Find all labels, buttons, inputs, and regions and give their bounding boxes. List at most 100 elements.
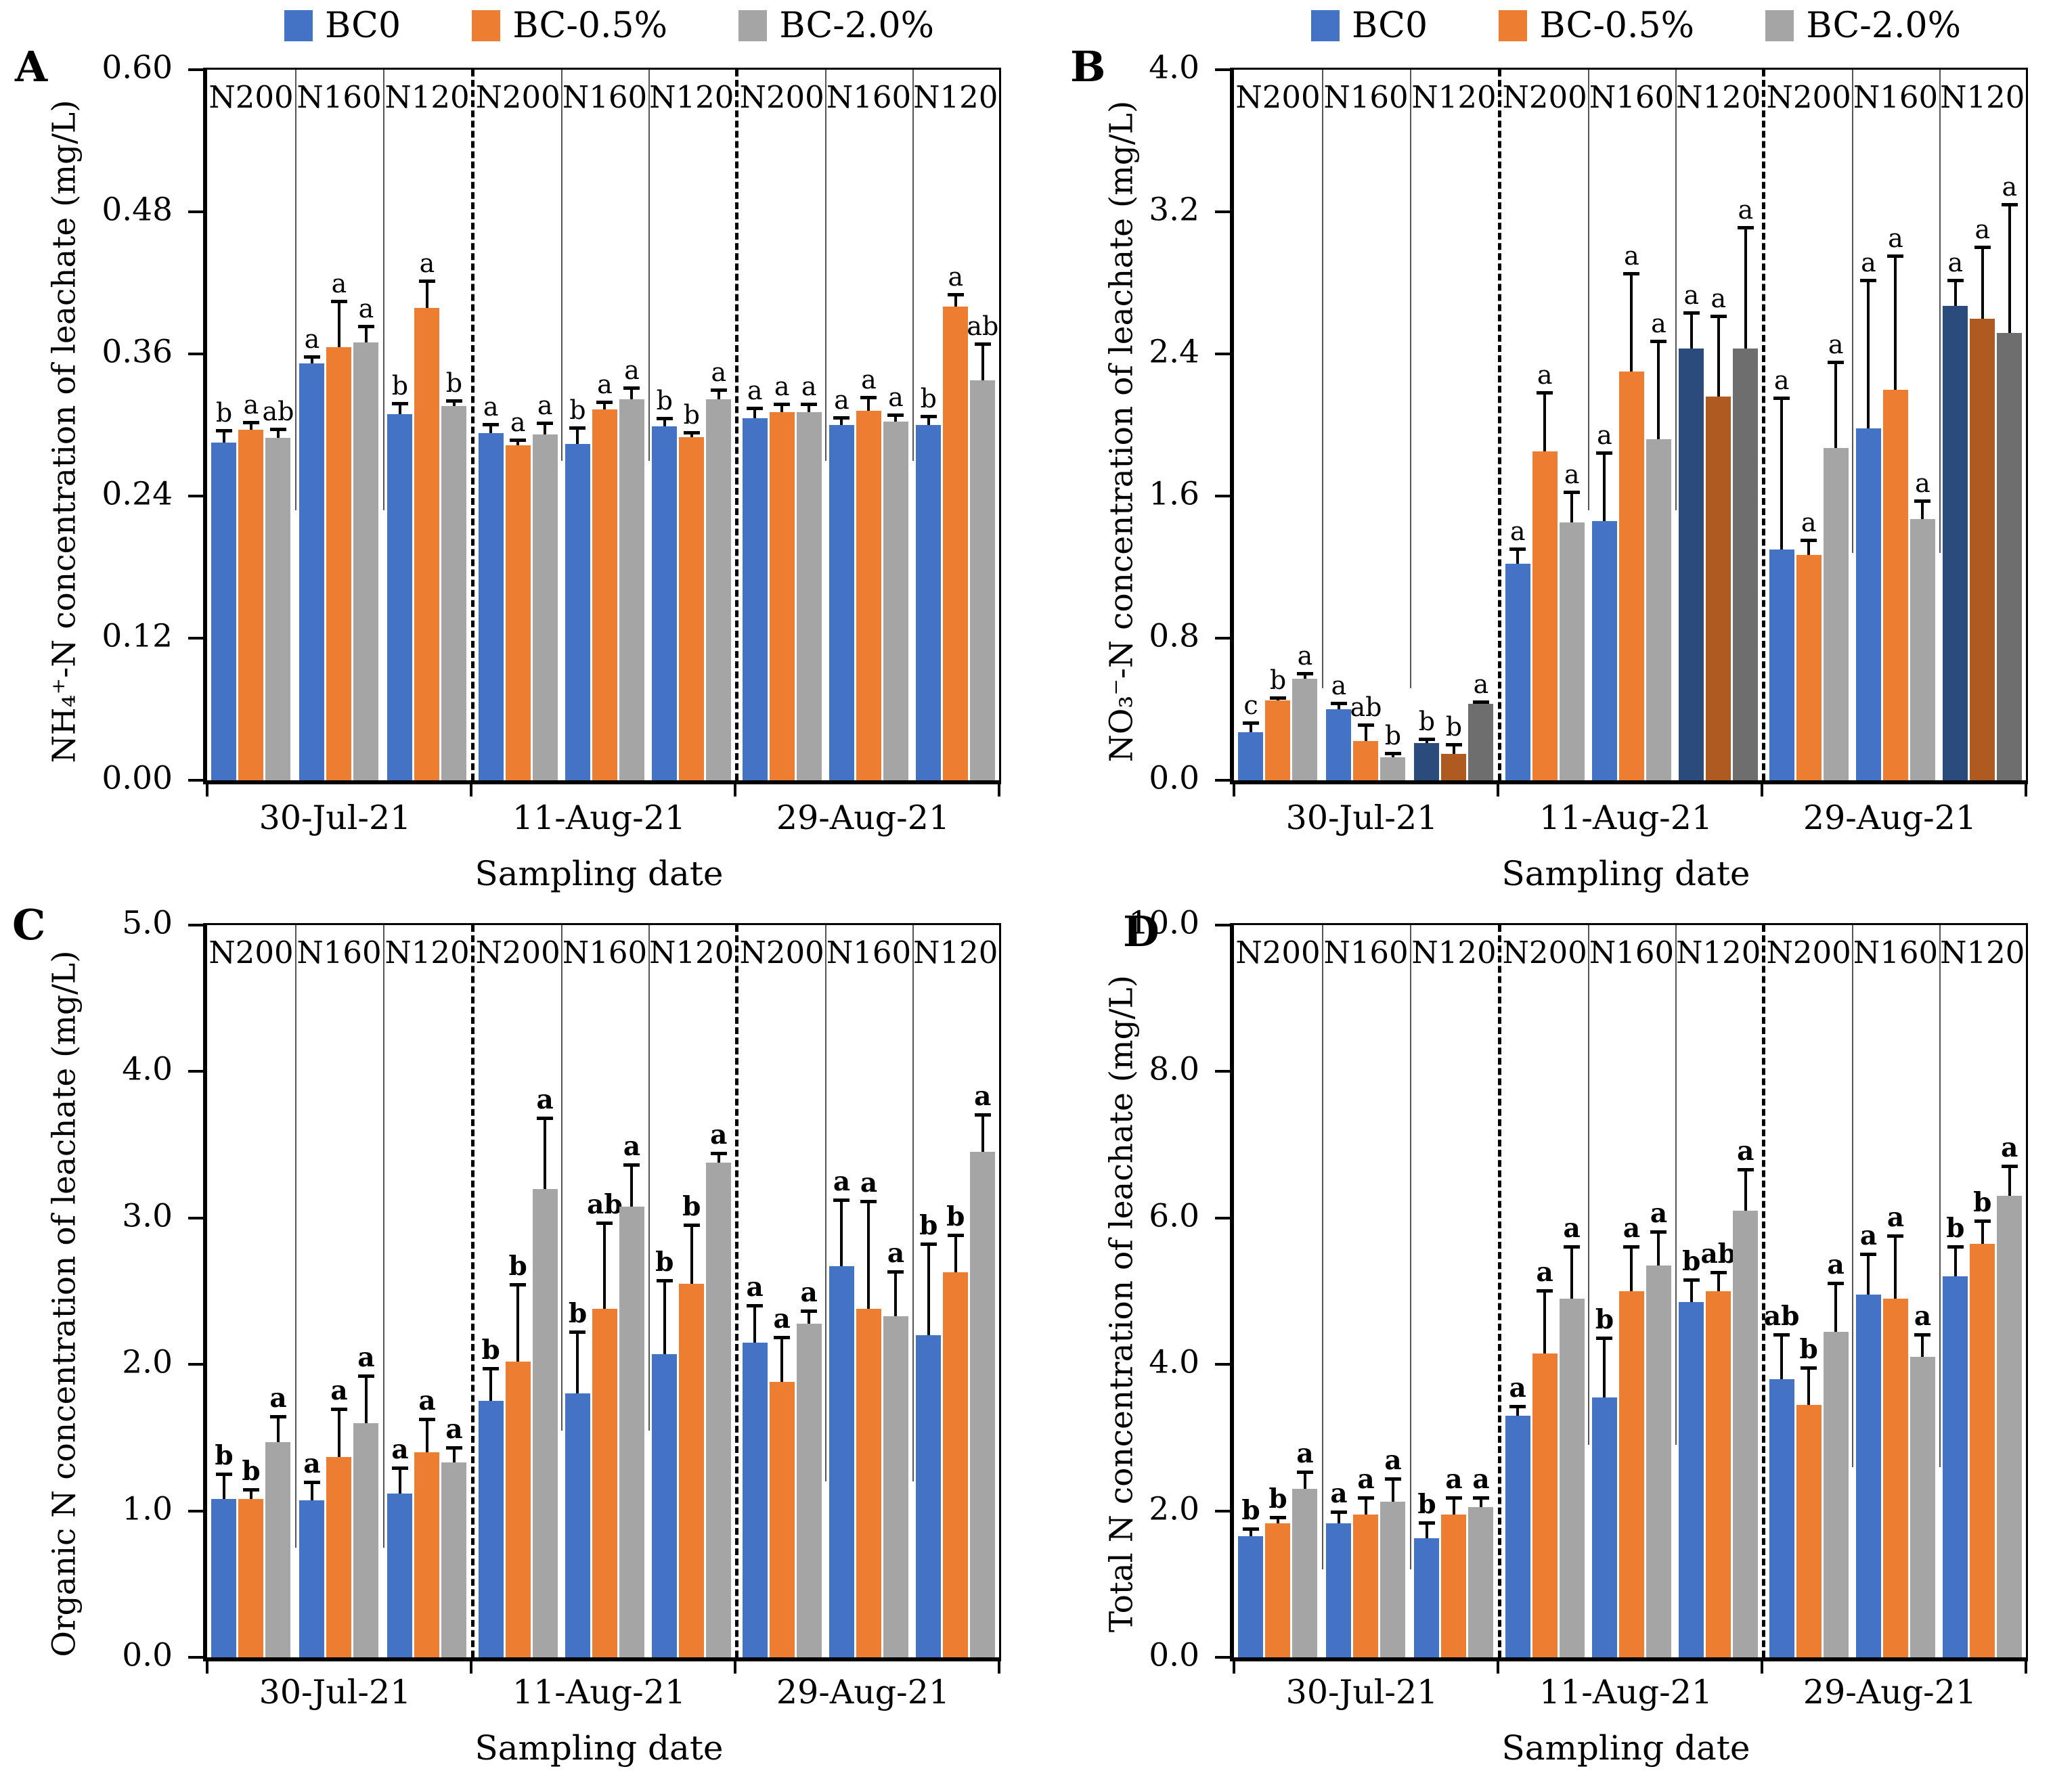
bar-group-BC-0.5%: ab bbox=[1350, 70, 1382, 780]
bar-group-BC0: a bbox=[1679, 70, 1704, 780]
bar-group-BC-0.5%: a bbox=[1882, 70, 1908, 780]
bar-group-BC0: b bbox=[1414, 70, 1440, 780]
error-bar-cap bbox=[1623, 271, 1640, 275]
sig-letter: b bbox=[1973, 1187, 1992, 1219]
bc0-swatch-icon bbox=[284, 10, 313, 41]
treatment-label: N200 bbox=[1235, 935, 1321, 970]
error-bar bbox=[1717, 316, 1720, 397]
sig-letter: a bbox=[357, 1341, 375, 1373]
bar-group-BC-2.0%: a bbox=[1909, 925, 1935, 1657]
treatment-cell: N160 b ab a bbox=[561, 925, 648, 1657]
error-bar-cap bbox=[1623, 1245, 1640, 1249]
sig-letter: b bbox=[568, 1297, 588, 1329]
sig-letter: a bbox=[2002, 171, 2018, 202]
bar-group-BC-0.5%: b bbox=[1265, 925, 1291, 1657]
sig-letter: a bbox=[1624, 240, 1639, 271]
bar-group-BC-2.0%: a bbox=[1646, 925, 1671, 1657]
error-bar-cap bbox=[2001, 202, 2018, 206]
y-tick-label: 0.24 bbox=[102, 475, 173, 513]
legend-item-bc0: BC0 bbox=[284, 5, 401, 46]
bar bbox=[1909, 1357, 1935, 1657]
legend-label: BC0 bbox=[325, 5, 401, 46]
treatment-separator bbox=[294, 925, 296, 1548]
x-tick-mark bbox=[733, 1661, 736, 1674]
sig-letter: a bbox=[391, 1433, 409, 1465]
bar-group-BC-2.0%: a bbox=[1823, 925, 1849, 1657]
treatment-cell: N160 a a a bbox=[825, 70, 912, 780]
y-axis: 0.60 0.48 0.36 0.24 0.12 0.00 bbox=[3, 49, 193, 797]
bar bbox=[619, 1206, 644, 1657]
sig-letter: b bbox=[1268, 1483, 1287, 1515]
treatment-separator bbox=[1409, 70, 1411, 688]
error-bar-cap bbox=[445, 1446, 462, 1450]
error-bar bbox=[1570, 1247, 1574, 1299]
bar bbox=[326, 1456, 352, 1657]
sig-letter: a bbox=[801, 372, 817, 402]
x-axis-labels: 30-Jul-21 11-Aug-21 29-Aug-21 bbox=[203, 1673, 995, 1720]
y-tick-mark bbox=[188, 353, 203, 355]
bar-group-BC-0.5%: b bbox=[1441, 70, 1467, 780]
bar bbox=[1882, 1298, 1908, 1657]
treatment-label: N120 bbox=[649, 79, 734, 115]
treatment-cell: N200 a a a bbox=[1501, 70, 1588, 780]
bar bbox=[856, 1308, 881, 1657]
error-bar-cap bbox=[330, 300, 347, 303]
bar-group-BC0: b bbox=[478, 925, 504, 1657]
treatment-separator bbox=[825, 70, 827, 461]
y-tick-mark bbox=[188, 1216, 203, 1219]
bc20-swatch-icon bbox=[738, 10, 768, 41]
error-bar-cap bbox=[569, 1330, 586, 1334]
bar-group-BC0: b bbox=[916, 925, 942, 1657]
bar-group-BC-0.5%: a bbox=[505, 70, 531, 780]
error-bar bbox=[576, 428, 579, 444]
sig-letter: a bbox=[597, 369, 613, 399]
error-bar bbox=[1867, 1254, 1870, 1295]
treatment-label: N200 bbox=[739, 79, 824, 115]
y-tick-label: 2.0 bbox=[122, 1343, 173, 1381]
x-date-label: 11-Aug-21 bbox=[1539, 799, 1713, 837]
error-bar-cap bbox=[1296, 1471, 1313, 1475]
error-bar bbox=[1867, 281, 1870, 429]
plot-area: N200 b b a N160 a a a N120 b a a N200 a a a N160 b a a N120 b… bbox=[1215, 923, 2028, 1674]
bar-group-BC-2.0%: a bbox=[1468, 70, 1494, 780]
bar bbox=[916, 1335, 942, 1657]
error-bar bbox=[337, 302, 340, 347]
bar-group-BC0: a bbox=[1943, 70, 1968, 780]
error-bar-cap bbox=[710, 388, 727, 393]
error-bar-cap bbox=[1801, 538, 1817, 542]
sig-letter: a bbox=[1296, 1438, 1314, 1470]
error-bar bbox=[1276, 1518, 1279, 1523]
y-tick-mark bbox=[1215, 68, 1230, 71]
sig-letter: a bbox=[1861, 248, 1876, 278]
bar-group-BC0: b bbox=[387, 70, 413, 780]
bar-group-BC-2.0%: a bbox=[353, 925, 379, 1657]
error-bar bbox=[981, 1115, 984, 1152]
error-bar-cap bbox=[974, 1113, 991, 1117]
panel-label: C bbox=[12, 900, 46, 949]
sig-letter: a bbox=[358, 293, 374, 323]
sig-letter: ab bbox=[1350, 692, 1382, 722]
error-bar bbox=[1953, 281, 1957, 307]
error-bar-cap bbox=[1472, 700, 1489, 704]
y-tick-label: 8.0 bbox=[1149, 1050, 1199, 1088]
sig-letter: b bbox=[215, 397, 233, 428]
error-bar bbox=[2008, 204, 2011, 333]
treatment-cell: N120 b b a bbox=[648, 925, 735, 1657]
sig-letter: a bbox=[1914, 1300, 1932, 1332]
bar bbox=[1505, 563, 1530, 780]
bar bbox=[829, 1266, 854, 1657]
bar-group-BC-2.0%: a bbox=[353, 70, 379, 780]
error-bar bbox=[1717, 1272, 1720, 1291]
error-bar bbox=[1337, 1512, 1340, 1523]
y-axis: 5.0 4.0 3.0 2.0 1.0 0.0 bbox=[3, 905, 193, 1674]
bar-group-BC-0.5%: a bbox=[238, 70, 264, 780]
bar-group-BC0: a bbox=[829, 925, 854, 1657]
error-bar-cap bbox=[1974, 245, 1991, 249]
date-group: N200 a a a N160 b a a N120 b ab a bbox=[1497, 925, 1762, 1657]
plot-area: N200 b a ab N160 a a a N120 b a b N200 a a a N160 b a a N120… bbox=[188, 68, 1001, 797]
error-bar-cap bbox=[1801, 1366, 1817, 1370]
bar bbox=[478, 433, 504, 780]
bar-group-BC0: a bbox=[1855, 925, 1881, 1657]
y-tick-mark bbox=[1215, 495, 1230, 497]
error-bar bbox=[867, 397, 870, 411]
